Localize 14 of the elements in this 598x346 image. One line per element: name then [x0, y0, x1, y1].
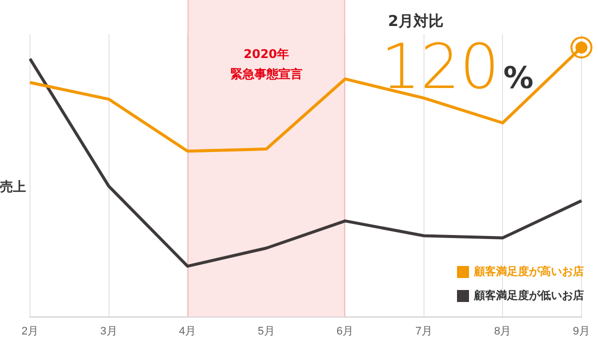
- legend-label: 顧客満足度が低いお店: [474, 288, 584, 303]
- x-tick-label: 2月: [21, 325, 39, 338]
- x-tick-label: 8月: [494, 325, 512, 338]
- x-tick-label: 6月: [336, 325, 354, 338]
- x-tick-label: 9月: [572, 325, 590, 338]
- x-tick-label: 4月: [178, 325, 196, 338]
- x-tick-label: 3月: [100, 325, 118, 338]
- annotation: 120%: [381, 30, 534, 103]
- x-tick-label: 5月: [258, 325, 275, 338]
- y-axis-title: 売上: [0, 179, 26, 196]
- x-tick-label: 7月: [415, 325, 432, 338]
- text: 2月対比: [388, 12, 444, 30]
- legend-label: 顧客満足度が高いお店: [474, 264, 584, 279]
- band-label: 2020年緊急事態宣言: [230, 47, 302, 81]
